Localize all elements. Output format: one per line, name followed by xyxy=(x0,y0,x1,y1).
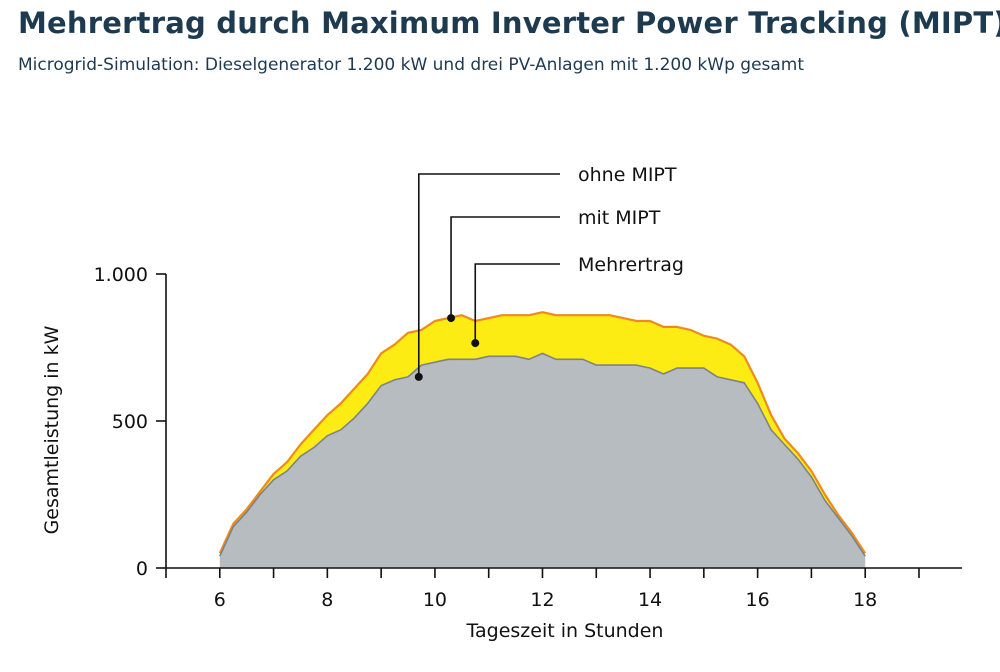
y-tick-label-500: 500 xyxy=(112,411,148,433)
x-tick-label-14: 14 xyxy=(638,589,662,611)
x-tick-label-8: 8 xyxy=(321,589,333,611)
legend-callouts: ohne MIPT mit MIPT Mehrertrag xyxy=(414,164,684,381)
callout-label-2: Mehrertrag xyxy=(578,254,684,276)
callout-dot-2 xyxy=(471,339,480,348)
y-tick-label-0: 0 xyxy=(136,558,148,580)
callout-dot-0 xyxy=(414,372,423,381)
axes: 6 8 10 12 14 16 18 0 500 1.000 xyxy=(94,264,962,611)
x-tick-label-18: 18 xyxy=(853,589,877,611)
callout-label-0: ohne MIPT xyxy=(578,164,677,186)
plot-areas xyxy=(218,311,867,568)
x-tick-label-16: 16 xyxy=(746,589,770,611)
x-axis-title: Tageszeit in Stunden xyxy=(466,620,664,642)
callout-dot-1 xyxy=(447,314,456,323)
y-axis-title: Gesamtleistung in kW xyxy=(41,325,63,534)
x-tick-label-10: 10 xyxy=(423,589,447,611)
y-tick-label-1000: 1.000 xyxy=(94,264,148,286)
mit-mipt-line xyxy=(218,311,867,554)
callout-line-0 xyxy=(417,173,560,377)
x-tick-label-6: 6 xyxy=(214,589,226,611)
ohne-mipt-area xyxy=(219,353,866,568)
callout-label-1: mit MIPT xyxy=(578,207,661,229)
chart-subtitle: Microgrid-Simulation: Dieselgenerator 1.… xyxy=(18,55,805,75)
callout-line-1 xyxy=(450,216,560,319)
x-tick-label-12: 12 xyxy=(530,589,554,611)
chart-title: Mehrertrag durch Maximum Inverter Power … xyxy=(18,6,1000,40)
ohne-mipt-line xyxy=(219,352,866,557)
callout-line-2 xyxy=(474,263,560,344)
